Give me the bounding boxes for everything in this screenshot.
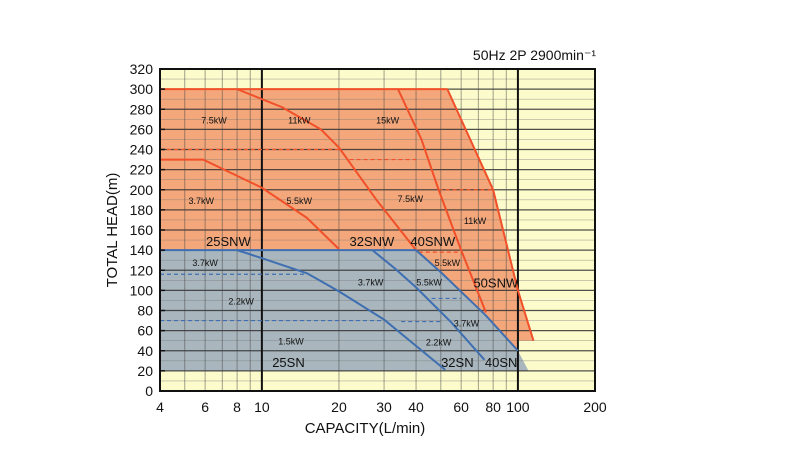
power-label: 3.7kW: [189, 196, 215, 206]
y-tick-label: 120: [130, 262, 154, 278]
x-tick-label: 80: [485, 399, 501, 415]
model-label: 40SN: [485, 355, 518, 370]
y-tick-label: 80: [137, 303, 153, 319]
curve-50snw-limit: [446, 88, 535, 341]
power-label: 7.5kW: [201, 115, 227, 125]
x-tick-label: 60: [453, 399, 469, 415]
y-tick-label: 100: [130, 282, 154, 298]
power-label: 5.5kW: [287, 196, 313, 206]
power-label: 2.2kW: [426, 338, 452, 348]
x-tick-label: 40: [408, 399, 424, 415]
x-tick-label: 4: [156, 399, 164, 415]
x-axis-label: CAPACITY(L/min): [305, 420, 426, 437]
y-tick-label: 200: [130, 182, 154, 198]
y-tick-label: 260: [130, 121, 154, 137]
curve-25snw-32snw-limit: [236, 88, 417, 251]
x-tick-label: 200: [583, 399, 607, 415]
y-tick-label: 240: [130, 142, 154, 158]
model-label: 25SN: [272, 355, 305, 370]
model-label: 40SNW: [410, 234, 456, 249]
chart-title: 50Hz 2P 2900min⁻¹: [473, 47, 596, 63]
power-label: 7.5kW: [398, 194, 424, 204]
model-label: 25SNW: [206, 234, 252, 249]
y-tick-label: 0: [145, 383, 153, 399]
power-label: 11kW: [464, 216, 487, 226]
x-tick-label: 10: [254, 399, 270, 415]
x-tick-label: 30: [376, 399, 392, 415]
model-label: 32SNW: [350, 234, 396, 249]
curve-32sn-limit: [371, 249, 486, 361]
power-label: 5.5kW: [416, 277, 442, 287]
y-tick-label: 180: [130, 202, 154, 218]
power-label: 2.2kW: [228, 296, 254, 306]
y-tick-label: 140: [130, 242, 154, 258]
curve-40sn-limit: [415, 249, 519, 352]
y-tick-label: 40: [137, 343, 153, 359]
annotations: 7.5kW 11kW 15kW 3.7kW 5.5kW 7.5kW 11kW 25SNW 32S…: [189, 115, 519, 370]
power-label: 5.5kW: [435, 258, 461, 268]
x-tick-label: 8: [233, 399, 241, 415]
curves: [160, 88, 535, 371]
axes: 0 20 40 60 80 100 120 140 160 180 200 220 240 260 280 3…: [130, 61, 607, 415]
curve-40snw-limit: [397, 88, 487, 313]
curve-25sn-limit: [236, 249, 446, 371]
y-axis-label: TOTAL HEAD(m): [104, 173, 121, 288]
y-tick-label: 280: [130, 101, 154, 117]
x-tick-label: 100: [506, 399, 530, 415]
power-label: 15kW: [376, 115, 400, 125]
power-label: 3.7kW: [358, 277, 384, 287]
dashed-lines: [160, 148, 494, 323]
y-tick-label: 300: [130, 81, 154, 97]
y-tick-label: 320: [130, 61, 154, 77]
power-label: 11kW: [288, 115, 311, 125]
model-label: 50SNW: [473, 275, 519, 290]
y-tick-label: 60: [137, 323, 153, 339]
y-tick-label: 220: [130, 162, 154, 178]
power-label: 1.5kW: [278, 337, 304, 347]
x-tick-label: 6: [201, 399, 209, 415]
power-label: 3.7kW: [454, 319, 480, 329]
x-tick-label: 20: [331, 399, 347, 415]
y-tick-label: 160: [130, 222, 154, 238]
power-label: 3.7kW: [192, 258, 218, 268]
model-label: 32SN: [441, 355, 474, 370]
curve-25snw-3-7kw-limit: [160, 158, 340, 250]
y-tick-label: 20: [137, 363, 153, 379]
